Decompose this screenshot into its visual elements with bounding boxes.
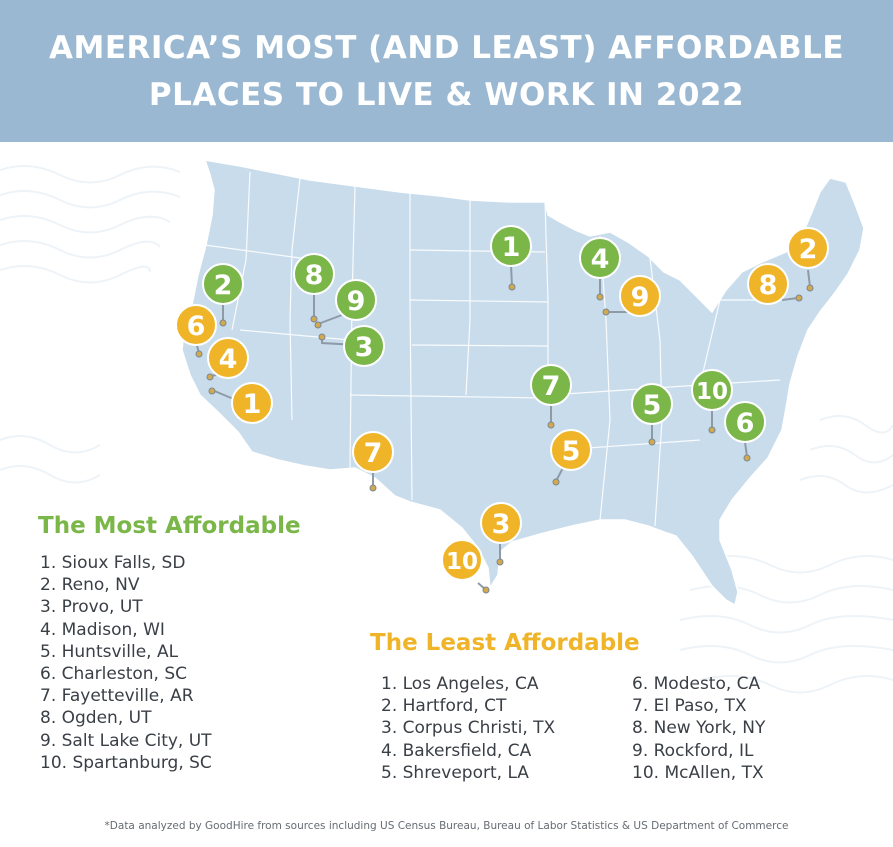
title-line-1: AMERICA’S MOST (AND LEAST) AFFORDABLE bbox=[48, 30, 844, 66]
marker-most-3: 3 bbox=[343, 325, 385, 367]
list-item: 9. Rockford, IL bbox=[632, 740, 754, 761]
list-item: 3. Provo, UT bbox=[40, 597, 143, 618]
background-waves bbox=[0, 165, 893, 694]
marker-most-2-label: 2 bbox=[214, 270, 233, 301]
marker-most-2: 2 bbox=[202, 263, 244, 305]
marker-least-9: 9 bbox=[619, 275, 661, 317]
list-item: 7. El Paso, TX bbox=[632, 696, 747, 717]
marker-most-10: 10 bbox=[691, 369, 733, 411]
marker-most-7: 7 bbox=[530, 364, 572, 406]
list-item: 3. Corpus Christi, TX bbox=[381, 718, 556, 739]
least-affordable-markers: 1 2 3 4 5 6 7 8 bbox=[175, 227, 829, 581]
list-item: 4. Madison, WI bbox=[40, 619, 165, 640]
marker-least-3-label: 3 bbox=[492, 509, 511, 540]
most-affordable-list: 1. Sioux Falls, SD 2. Reno, NV 3. Provo,… bbox=[40, 552, 212, 774]
marker-most-9-label: 9 bbox=[347, 286, 366, 317]
footnote: *Data analyzed by GoodHire from sources … bbox=[104, 820, 789, 832]
marker-most-9: 9 bbox=[335, 279, 377, 321]
marker-most-1-label: 1 bbox=[502, 232, 521, 263]
marker-least-10: 10 bbox=[441, 539, 483, 581]
list-item: 10. McAllen, TX bbox=[632, 762, 764, 783]
marker-most-8-label: 8 bbox=[305, 260, 324, 291]
list-item: 5. Shreveport, LA bbox=[381, 762, 529, 783]
most-affordable-markers: 1 2 3 4 5 6 7 8 bbox=[202, 225, 766, 443]
marker-least-6: 6 bbox=[175, 304, 217, 346]
marker-least-4: 4 bbox=[207, 337, 249, 379]
list-item: 5. Huntsville, AL bbox=[40, 641, 179, 662]
list-item: 2. Hartford, CT bbox=[381, 696, 507, 717]
marker-most-4: 4 bbox=[579, 237, 621, 279]
marker-least-5-label: 5 bbox=[562, 436, 581, 467]
marker-most-5-label: 5 bbox=[643, 390, 662, 421]
marker-least-2: 2 bbox=[787, 227, 829, 269]
marker-least-4-label: 4 bbox=[219, 344, 238, 375]
marker-most-4-label: 4 bbox=[591, 244, 610, 275]
list-item: 6. Charleston, SC bbox=[40, 663, 188, 684]
marker-most-1: 1 bbox=[490, 225, 532, 267]
marker-most-6-label: 6 bbox=[736, 408, 755, 439]
most-affordable-heading: The Most Affordable bbox=[38, 513, 301, 539]
title-line-2: PLACES TO LIVE & WORK IN 2022 bbox=[148, 77, 745, 113]
marker-most-8: 8 bbox=[293, 253, 335, 295]
marker-least-7-label: 7 bbox=[364, 438, 383, 469]
marker-least-10-label: 10 bbox=[446, 549, 478, 575]
pin-anchors bbox=[195, 283, 814, 594]
marker-least-1-label: 1 bbox=[243, 389, 262, 420]
marker-most-6: 6 bbox=[724, 401, 766, 443]
marker-most-10-label: 10 bbox=[696, 379, 728, 405]
title-banner: AMERICA’S MOST (AND LEAST) AFFORDABLE PL… bbox=[0, 0, 893, 142]
state-borders bbox=[204, 171, 781, 527]
list-item: 2. Reno, NV bbox=[40, 575, 140, 596]
us-map: 1 2 3 4 5 6 7 8 bbox=[0, 159, 893, 694]
marker-most-7-label: 7 bbox=[542, 371, 561, 402]
marker-least-9-label: 9 bbox=[631, 282, 650, 313]
marker-least-7: 7 bbox=[352, 431, 394, 473]
list-item: 1. Sioux Falls, SD bbox=[40, 553, 186, 573]
marker-least-5: 5 bbox=[550, 429, 592, 471]
marker-most-5: 5 bbox=[631, 383, 673, 425]
list-item: 8. Ogden, UT bbox=[40, 708, 152, 729]
least-affordable-list-col2: 6. Modesto, CA 7. El Paso, TX 8. New Yor… bbox=[632, 673, 765, 784]
marker-least-6-label: 6 bbox=[187, 311, 206, 342]
list-item: 6. Modesto, CA bbox=[632, 674, 761, 694]
list-item: 7. Fayetteville, AR bbox=[40, 686, 194, 707]
list-item: 10. Spartanburg, SC bbox=[40, 752, 212, 773]
least-affordable-list-col1: 1. Los Angeles, CA 2. Hartford, CT 3. Co… bbox=[381, 673, 555, 784]
list-item: 9. Salt Lake City, UT bbox=[40, 730, 212, 751]
least-affordable-heading: The Least Affordable bbox=[370, 630, 640, 656]
list-item: 4. Bakersfield, CA bbox=[381, 740, 532, 761]
list-item: 8. New York, NY bbox=[632, 718, 766, 739]
marker-least-8: 8 bbox=[747, 263, 789, 305]
list-item: 1. Los Angeles, CA bbox=[381, 674, 539, 694]
marker-least-2-label: 2 bbox=[799, 234, 818, 265]
marker-least-3: 3 bbox=[480, 502, 522, 544]
marker-least-1: 1 bbox=[231, 382, 273, 424]
marker-least-8-label: 8 bbox=[759, 270, 778, 301]
marker-most-3-label: 3 bbox=[355, 332, 374, 363]
